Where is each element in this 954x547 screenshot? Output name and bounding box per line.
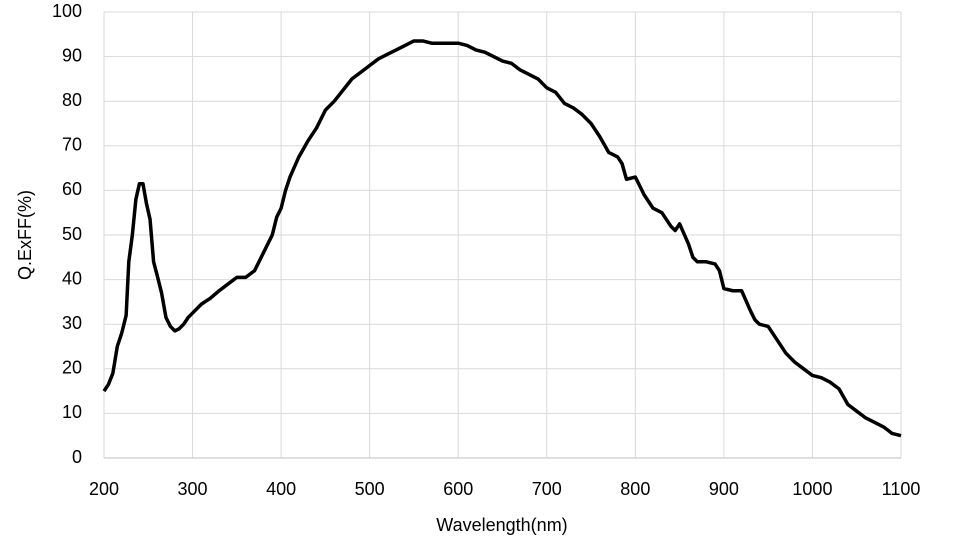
y-axis-label: Q.ExFF(%) [15, 190, 35, 280]
y-tick-label: 100 [52, 1, 82, 21]
x-tick-label: 1100 [882, 479, 921, 499]
x-tick-label: 400 [266, 479, 296, 499]
y-tick-label: 10 [62, 402, 82, 422]
x-tick-label: 200 [89, 479, 119, 499]
x-tick-label: 600 [443, 479, 473, 499]
y-tick-label: 80 [62, 90, 82, 110]
y-tick-label: 40 [62, 268, 82, 288]
x-tick-label: 700 [532, 479, 562, 499]
x-tick-label: 800 [620, 479, 650, 499]
y-tick-label: 70 [62, 135, 82, 155]
data-line [102, 39, 902, 438]
y-tick-label: 30 [62, 313, 82, 333]
y-tick-label: 90 [62, 45, 82, 65]
y-tick-label: 60 [62, 179, 82, 199]
x-tick-label: 500 [355, 479, 385, 499]
y-tick-label: 50 [62, 224, 82, 244]
x-tick-label: 1000 [792, 479, 832, 499]
x-tick-label: 900 [709, 479, 739, 499]
y-tick-label: 0 [72, 447, 82, 467]
x-axis-label: Wavelength(nm) [436, 515, 567, 535]
y-tick-label: 20 [62, 358, 82, 378]
x-tick-label: 300 [178, 479, 208, 499]
